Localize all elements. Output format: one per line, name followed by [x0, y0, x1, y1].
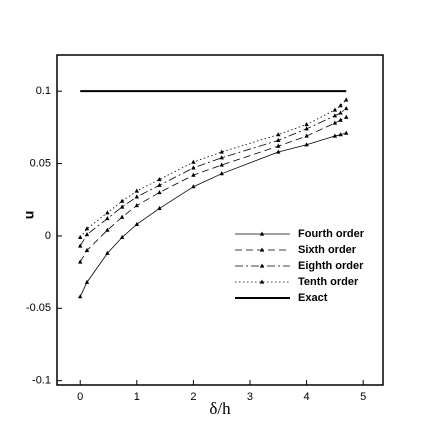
- x-tick-label: 2: [190, 391, 196, 403]
- marker: [84, 226, 90, 231]
- marker: [78, 294, 83, 299]
- marker: [332, 133, 338, 138]
- marker: [276, 132, 281, 137]
- marker: [344, 97, 349, 102]
- marker: [338, 132, 343, 137]
- marker: [134, 203, 140, 208]
- marker: [304, 121, 309, 127]
- marker: [78, 234, 83, 239]
- marker: [157, 176, 162, 182]
- x-tick-label: 0: [77, 391, 83, 403]
- legend-marker: [259, 279, 265, 284]
- marker: [119, 198, 125, 203]
- legend-marker: [259, 263, 265, 268]
- marker: [219, 162, 224, 167]
- legend-label: Tenth order: [298, 276, 359, 288]
- marker: [276, 149, 281, 154]
- y-tick-label: 0.05: [30, 157, 51, 169]
- marker: [332, 107, 338, 112]
- marker: [134, 221, 140, 226]
- marker: [219, 155, 224, 160]
- marker: [191, 172, 196, 177]
- marker: [119, 214, 125, 219]
- y-tick-label: -0.1: [32, 375, 51, 387]
- x-tick-label: 1: [134, 391, 140, 403]
- x-tick-label: 5: [360, 391, 366, 403]
- x-tick-label: 4: [304, 391, 310, 403]
- y-axis-label: u: [21, 211, 37, 220]
- marker: [304, 142, 309, 147]
- marker: [134, 188, 140, 193]
- series-line: [79, 99, 347, 238]
- marker: [157, 182, 162, 187]
- marker: [105, 227, 110, 232]
- marker: [78, 243, 83, 248]
- legend-marker: [259, 247, 265, 252]
- marker: [191, 159, 196, 164]
- marker: [338, 103, 343, 108]
- marker: [219, 171, 224, 176]
- x-axis-label: δ/h: [209, 399, 231, 418]
- marker: [191, 184, 196, 189]
- marker: [84, 231, 90, 237]
- marker: [119, 204, 125, 209]
- marker: [344, 114, 349, 119]
- legend-label: Sixth order: [298, 244, 357, 256]
- marker: [338, 110, 343, 115]
- marker: [338, 117, 343, 122]
- legend-label: Eighth order: [298, 260, 364, 272]
- marker: [78, 259, 83, 264]
- series-line: [79, 116, 347, 263]
- marker: [157, 190, 162, 195]
- marker: [84, 279, 90, 284]
- marker: [344, 130, 349, 135]
- marker: [191, 165, 196, 170]
- marker: [304, 133, 309, 138]
- marker: [332, 120, 338, 125]
- series-line: [79, 132, 347, 297]
- marker: [105, 210, 110, 215]
- marker: [304, 126, 309, 131]
- marker: [332, 113, 338, 118]
- plot-frame: [56, 54, 384, 386]
- marker: [84, 247, 90, 252]
- marker: [119, 234, 125, 239]
- y-tick-label: 0: [45, 230, 51, 242]
- marker: [134, 194, 140, 199]
- y-tick-label: 0.1: [36, 85, 51, 97]
- marker: [157, 205, 162, 211]
- legend-label: Exact: [298, 292, 328, 304]
- marker: [344, 106, 349, 111]
- x-tick-label: 3: [247, 391, 253, 403]
- legend-marker: [259, 231, 265, 236]
- marker: [105, 250, 110, 255]
- y-tick-label: -0.05: [26, 302, 51, 314]
- marker: [105, 216, 110, 221]
- legend-label: Fourth order: [298, 228, 365, 240]
- marker: [219, 149, 224, 154]
- marker: [276, 137, 281, 142]
- marker: [276, 143, 281, 148]
